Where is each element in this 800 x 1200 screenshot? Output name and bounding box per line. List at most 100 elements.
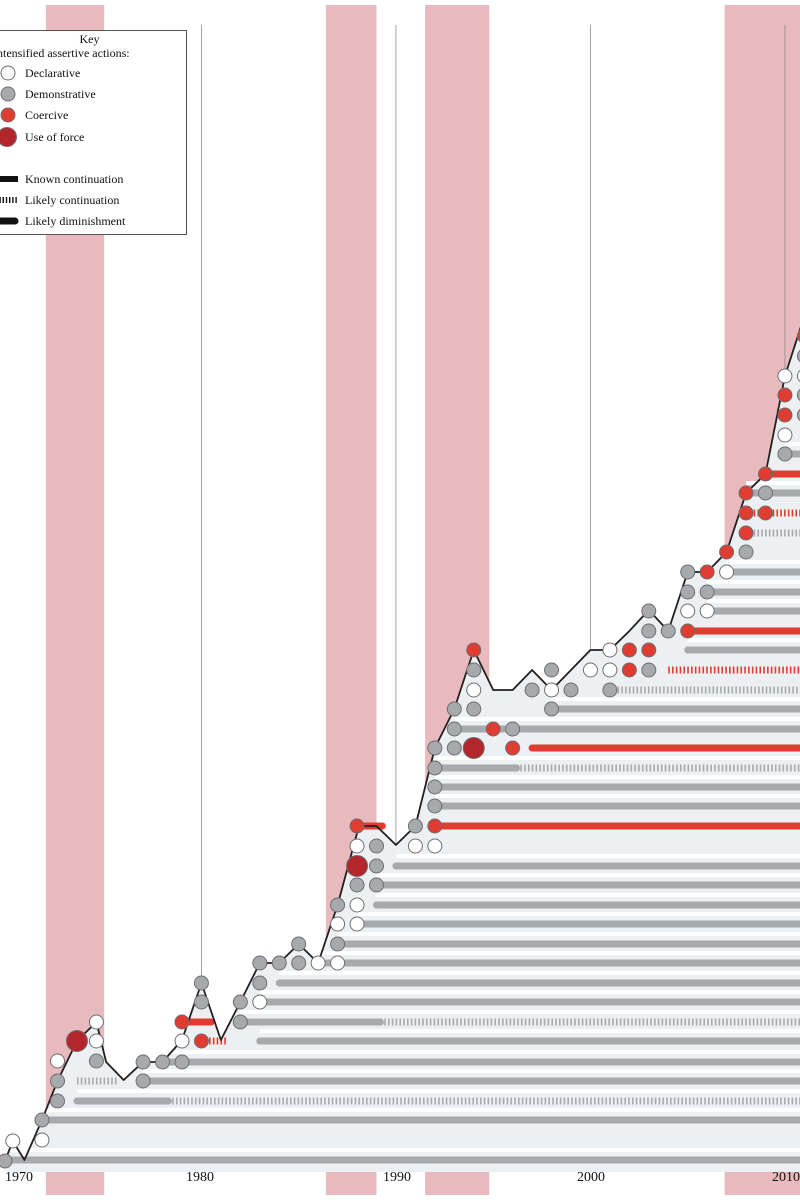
force-marker (462, 737, 485, 759)
coercive-marker (485, 721, 501, 737)
demonstrative-marker (544, 662, 560, 678)
declarative-marker (699, 603, 715, 619)
demonstrative-marker (738, 544, 754, 560)
coercive-marker (719, 544, 735, 560)
demonstrative-marker (174, 1054, 190, 1070)
demonstrative-marker (135, 1054, 151, 1070)
coercive-marker (349, 818, 365, 834)
demonstrative-marker (544, 701, 560, 717)
declarative-marker (349, 897, 365, 913)
coercive-marker (757, 466, 773, 482)
declarative-marker (34, 1132, 50, 1148)
declarative-marker (310, 955, 326, 971)
x-tick-label: 2000 (577, 1170, 605, 1185)
declarative-marker-icon (0, 65, 16, 81)
declarative-marker (777, 368, 793, 384)
demonstrative-marker (777, 446, 793, 462)
coercive-marker (738, 525, 754, 541)
declarative-marker (252, 994, 268, 1010)
legend-label-known-continuation: Known continuation (25, 172, 124, 186)
coercive-marker (621, 642, 637, 658)
demonstrative-marker (680, 584, 696, 600)
likely-continuation-line-icon (0, 197, 18, 203)
legend: Key Intensified assertive actions: Decla… (0, 30, 187, 235)
coercive-marker (777, 387, 793, 403)
demonstrative-marker (50, 1073, 66, 1089)
coercive-marker (641, 642, 657, 658)
demonstrative-marker (34, 1112, 50, 1128)
demonstrative-marker (427, 740, 443, 756)
likely-diminishment-line-icon (0, 217, 19, 225)
demonstrative-marker (271, 955, 287, 971)
coercive-marker (738, 505, 754, 521)
legend-label-demonstrative: Demonstrative (25, 87, 96, 101)
demonstrative-marker-icon (0, 86, 16, 102)
demonstrative-marker (368, 838, 384, 854)
declarative-marker (777, 427, 793, 443)
declarative-marker (680, 603, 696, 619)
declarative-marker (349, 916, 365, 932)
demonstrative-marker (135, 1073, 151, 1089)
legend-label-coercive: Coercive (25, 108, 69, 122)
demonstrative-marker (660, 623, 676, 639)
demonstrative-marker (446, 701, 462, 717)
demonstrative-marker (466, 701, 482, 717)
demonstrative-marker (641, 603, 657, 619)
legend-label-use-of-force: Use of force (25, 130, 85, 144)
demonstrative-marker (193, 975, 209, 991)
demonstrative-marker (368, 858, 384, 874)
legend-label-declarative: Declarative (25, 66, 81, 80)
declarative-marker (407, 838, 423, 854)
x-tick-label: 2010 (772, 1170, 800, 1185)
demonstrative-marker (641, 662, 657, 678)
x-tick-label: 1980 (186, 1170, 214, 1185)
coercive-marker (680, 623, 696, 639)
coercive-marker (505, 740, 521, 756)
declarative-marker (88, 1014, 104, 1030)
declarative-marker (5, 1133, 21, 1149)
declarative-marker (88, 1033, 104, 1049)
area-fill (5, 280, 800, 1172)
demonstrative-marker (155, 1054, 171, 1070)
demonstrative-marker (602, 682, 618, 698)
demonstrative-marker (291, 936, 307, 952)
demonstrative-marker (232, 1014, 248, 1030)
demonstrative-marker (641, 623, 657, 639)
coercive-marker-icon (0, 107, 16, 123)
demonstrative-marker (505, 721, 521, 737)
coercive-marker (174, 1014, 190, 1030)
demonstrative-marker (796, 349, 800, 363)
coercive-marker (796, 329, 800, 343)
declarative-marker (719, 564, 735, 580)
declarative-marker (602, 662, 618, 678)
demonstrative-marker (232, 994, 248, 1010)
demonstrative-marker (427, 779, 443, 795)
coercive-marker (427, 818, 443, 834)
demonstrative-marker (446, 740, 462, 756)
demonstrative-marker (330, 936, 346, 952)
coercive-marker (738, 485, 754, 501)
known-continuation-line-icon (0, 176, 18, 182)
legend-label-likely-diminishment: Likely diminishment (25, 214, 126, 228)
demonstrative-marker (699, 584, 715, 600)
declarative-marker (330, 955, 346, 971)
demonstrative-marker (796, 388, 800, 402)
coercive-marker (621, 662, 637, 678)
declarative-marker (349, 838, 365, 854)
use-of-force-marker-icon (0, 127, 17, 147)
demonstrative-marker (88, 1053, 104, 1069)
coercive-marker (777, 407, 793, 423)
declarative-marker (427, 838, 443, 854)
declarative-marker (602, 642, 618, 658)
demonstrative-marker (252, 975, 268, 991)
coercive-marker (699, 564, 715, 580)
demonstrative-marker (193, 994, 209, 1010)
demonstrative-marker (330, 897, 346, 913)
force-marker (346, 855, 369, 877)
demonstrative-marker (50, 1093, 66, 1109)
declarative-marker (174, 1033, 190, 1049)
demonstrative-marker (757, 485, 773, 501)
legend-title: Key (79, 32, 100, 46)
demonstrative-marker (446, 721, 462, 737)
